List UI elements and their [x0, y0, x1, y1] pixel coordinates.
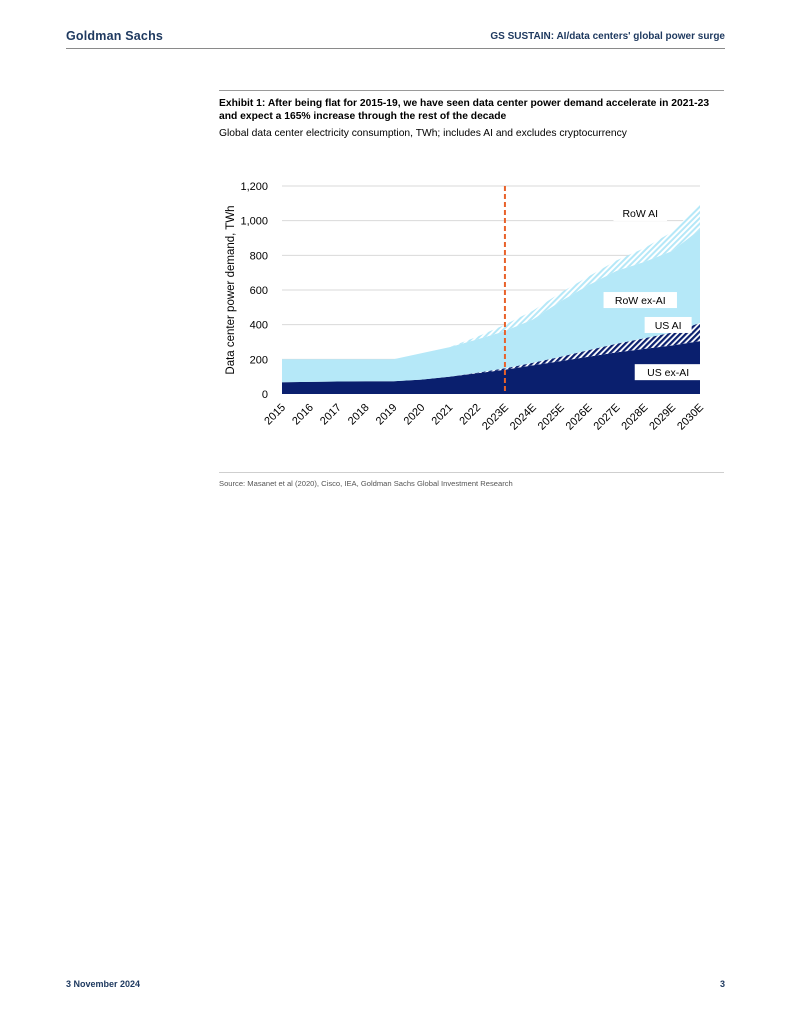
label-box-us-ai — [644, 316, 692, 333]
label-box-us-ex-ai — [634, 364, 702, 381]
label-box-row-ai — [613, 204, 668, 221]
x-tick-label: 2021 — [430, 402, 456, 428]
footer-date: 3 November 2024 — [66, 979, 141, 989]
y-tick-label: 400 — [250, 320, 268, 332]
y-tick-label: 0 — [262, 389, 268, 401]
x-tick-label: 2016 — [290, 402, 316, 428]
area-row-ex-ai — [282, 229, 700, 383]
source-note: Source: Masanet et al (2020), Cisco, IEA… — [219, 479, 513, 488]
exhibit-title: Exhibit 1: After being flat for 2015-19,… — [219, 98, 710, 122]
x-tick-label: 2029E — [647, 402, 678, 433]
exhibit-bottom-rule — [219, 472, 724, 473]
label-box-row-ex-ai — [603, 292, 677, 309]
series-labels: US ex-AI US AI RoW ex-AI RoW AI — [603, 204, 702, 381]
x-tick-label: 2027E — [592, 402, 623, 433]
report-title: GS SUSTAIN: AI/data centers' global powe… — [490, 31, 725, 42]
exhibit-top-rule — [219, 90, 724, 91]
x-tick-label: 2020 — [402, 402, 428, 428]
x-tick-label: 2019 — [374, 402, 400, 428]
x-tick-label: 2023E — [480, 402, 511, 433]
x-axis-ticks: 2015 2016 2017 2018 2019 2020 2021 20222023E202… — [262, 402, 706, 433]
area-us-ex-ai — [282, 341, 700, 394]
header-rule — [66, 48, 725, 49]
y-axis-label: Data center power demand, TWh — [225, 205, 237, 374]
series-label-us-ai: US AI — [655, 320, 682, 332]
x-tick-label: 2030E — [675, 402, 706, 433]
exhibit-subtitle: Global data center electricity consumpti… — [219, 128, 627, 139]
area-series — [282, 203, 700, 394]
x-tick-label: 2015 — [262, 402, 288, 428]
series-label-row-ex-ai: RoW ex-AI — [615, 295, 666, 307]
y-tick-label: 200 — [250, 354, 268, 366]
y-tick-label: 600 — [250, 285, 268, 297]
x-tick-label: 2026E — [564, 402, 595, 433]
x-tick-label: 2024E — [508, 402, 539, 433]
x-tick-label: 2017 — [318, 402, 344, 428]
y-axis-ticks: 0 200 400 600 800 1,000 1,200 — [240, 181, 268, 401]
y-tick-label: 1,200 — [240, 181, 268, 193]
brand-name: Goldman Sachs — [66, 29, 164, 43]
y-tick-label: 1,000 — [240, 216, 268, 228]
series-label-us-ex-ai: US ex-AI — [647, 367, 689, 379]
y-tick-label: 800 — [250, 250, 268, 262]
x-tick-label: 2025E — [536, 402, 567, 433]
page-number: 3 — [719, 979, 725, 989]
power-demand-chart: 0 200 400 600 800 1,000 1,200 2015 2016 2017 2018… — [225, 181, 706, 433]
x-tick-label: 2028E — [619, 402, 650, 433]
series-label-row-ai: RoW AI — [622, 208, 658, 220]
x-tick-label: 2018 — [346, 402, 372, 428]
